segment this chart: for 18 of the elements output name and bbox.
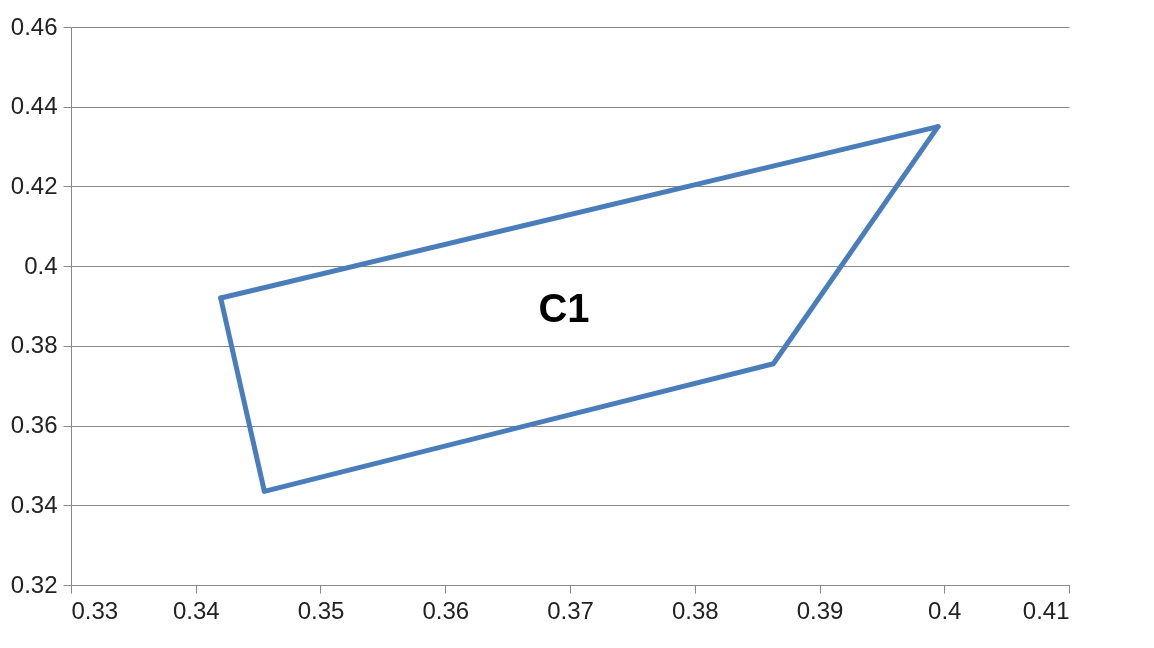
x-tick-label: 0.4 — [928, 596, 962, 624]
y-tick-label: 0.34 — [10, 490, 58, 518]
x-tick-label: 0.35 — [297, 596, 345, 624]
x-tick-label: 0.38 — [671, 596, 719, 624]
y-tick-label: 0.38 — [10, 331, 58, 359]
y-tick-label: 0.46 — [10, 12, 58, 40]
y-tick-label: 0.44 — [10, 92, 58, 120]
x-tick-label: 0.39 — [796, 596, 844, 624]
x-tick-label: 0.34 — [172, 596, 220, 624]
x-tick-label: 0.33 — [71, 596, 119, 624]
y-tick-label: 0.42 — [10, 171, 58, 199]
x-tick-label: 0.36 — [422, 596, 470, 624]
y-tick-label: 0.36 — [10, 411, 58, 439]
x-tick-label: 0.37 — [547, 596, 594, 624]
annotation: C1 — [538, 286, 590, 331]
y-tick-label: 0.32 — [10, 570, 58, 598]
x-tick-label: 0.41 — [1022, 596, 1070, 624]
y-tick-label: 0.4 — [24, 251, 58, 279]
